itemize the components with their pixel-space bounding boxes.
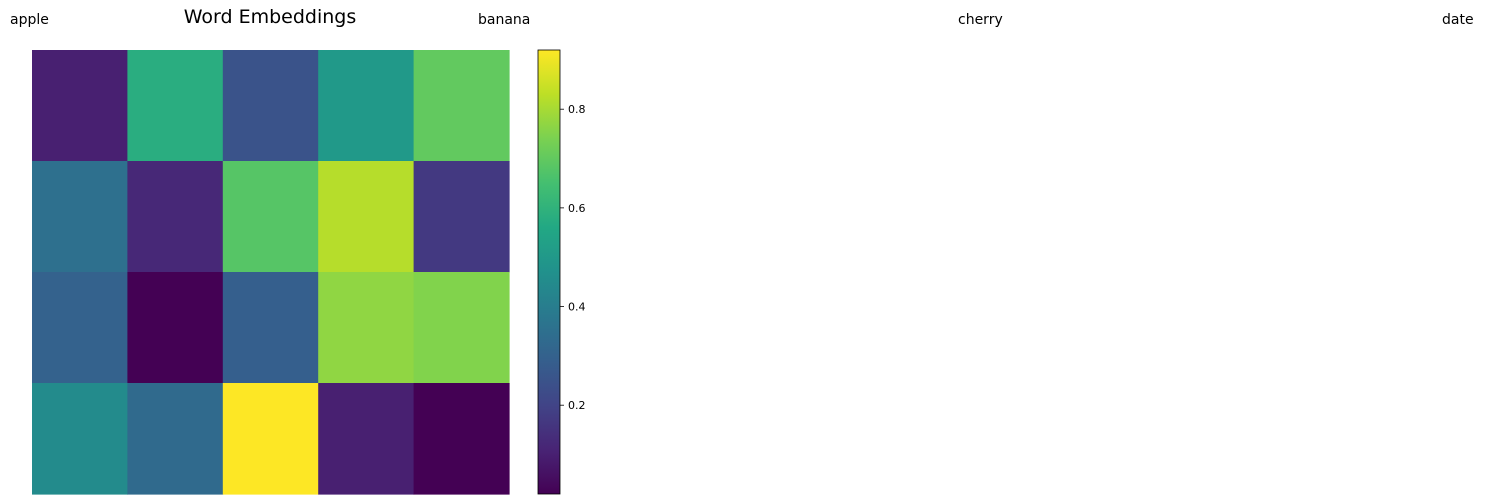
heatmap-cell-r2-c2 — [222, 272, 319, 384]
heatmap-cell-r3-c3 — [318, 383, 415, 495]
heatmap-cell-r1-c0 — [32, 161, 128, 273]
colorbar-tick-label: 0.8 — [568, 103, 586, 116]
word-label-cherry: cherry — [958, 12, 1003, 28]
heatmap-cell-r2-c4 — [413, 272, 510, 384]
heatmap-cell-r2-c1 — [127, 272, 224, 384]
colorbar-tick-label: 0.6 — [568, 202, 586, 215]
heatmap-cells — [32, 50, 510, 495]
chart-title: Word Embeddings — [183, 6, 357, 28]
heatmap-cell-r1-c3 — [318, 161, 415, 273]
heatmap-cell-r1-c4 — [413, 161, 510, 273]
heatmap-cell-r0-c2 — [222, 50, 319, 162]
heatmap-cell-r0-c4 — [413, 50, 510, 162]
colorbar-gradient — [537, 49, 561, 495]
word-label-date: date — [1442, 12, 1474, 28]
heatmap-cell-r3-c4 — [413, 383, 510, 495]
heatmap-cell-r1-c2 — [222, 161, 319, 273]
heatmap-cell-r1-c1 — [127, 161, 224, 273]
colorbar-tick-label: 0.4 — [568, 301, 586, 314]
heatmap-cell-r3-c1 — [127, 383, 224, 495]
heatmap-cell-r2-c3 — [318, 272, 415, 384]
heatmap-cell-r2-c0 — [32, 272, 128, 384]
word-label-apple: apple — [10, 12, 49, 28]
colorbar-tick-label: 0.2 — [568, 399, 586, 412]
heatmap-cell-r3-c2 — [222, 383, 319, 495]
word-label-banana: banana — [478, 12, 531, 28]
heatmap-cell-r0-c1 — [127, 50, 224, 162]
colorbar: 0.2 0.4 0.6 0.8 — [537, 49, 586, 495]
heatmap-cell-r0-c0 — [32, 50, 128, 162]
heatmap-cell-r0-c3 — [318, 50, 415, 162]
colorbar-ticks: 0.2 0.4 0.6 0.8 — [560, 103, 586, 412]
heatmap-cell-r3-c0 — [32, 383, 128, 495]
